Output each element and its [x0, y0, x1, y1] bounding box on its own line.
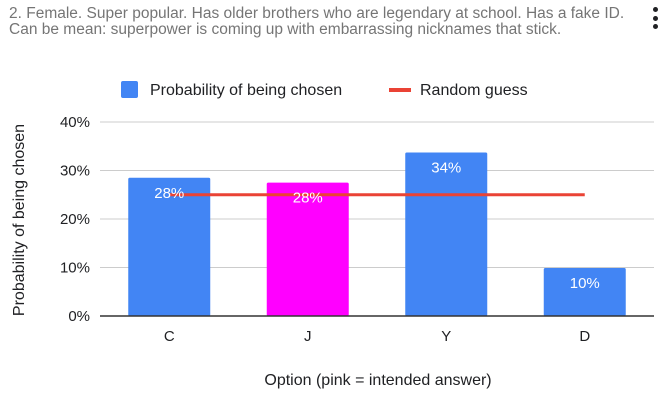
y-tick-label: 0%: [68, 308, 90, 325]
bar-j: [266, 182, 349, 316]
x-tick-label: Y: [441, 328, 451, 345]
legend-label-probability: Probability of being chosen: [150, 82, 342, 99]
legend-label-random-guess: Random guess: [420, 82, 528, 99]
bars: [128, 152, 626, 316]
y-tick-label: 40%: [60, 114, 90, 131]
bar-d: [543, 267, 626, 316]
legend-swatch-probability: [121, 81, 138, 98]
bar-y: [405, 152, 488, 316]
bar-c: [128, 177, 211, 316]
x-axis-title: Option (pink = intended answer): [264, 372, 491, 389]
y-axis-title: Probability of being chosen: [11, 124, 28, 316]
more-vert-icon[interactable]: [648, 4, 662, 32]
x-tick-label: J: [304, 328, 312, 345]
data-label-c: 28%: [154, 185, 184, 202]
data-labels: 28% 28% 34% 10%: [154, 160, 600, 292]
x-tick-label: C: [164, 328, 175, 345]
y-tick-label: 30%: [60, 163, 90, 180]
data-label-d: 10%: [570, 275, 600, 292]
x-tick-label: D: [579, 328, 590, 345]
data-label-y: 34%: [431, 160, 461, 177]
legend-swatch-random-guess: [389, 88, 411, 92]
legend: Probability of being chosen Random guess: [121, 81, 528, 99]
data-label-j: 28%: [293, 190, 323, 207]
y-tick-label: 20%: [60, 211, 90, 228]
chart-title: 2. Female. Super popular. Has older brot…: [9, 5, 625, 38]
y-tick-label: 10%: [60, 260, 90, 277]
y-axis-ticks: 0% 10% 20% 30% 40%: [60, 114, 90, 325]
